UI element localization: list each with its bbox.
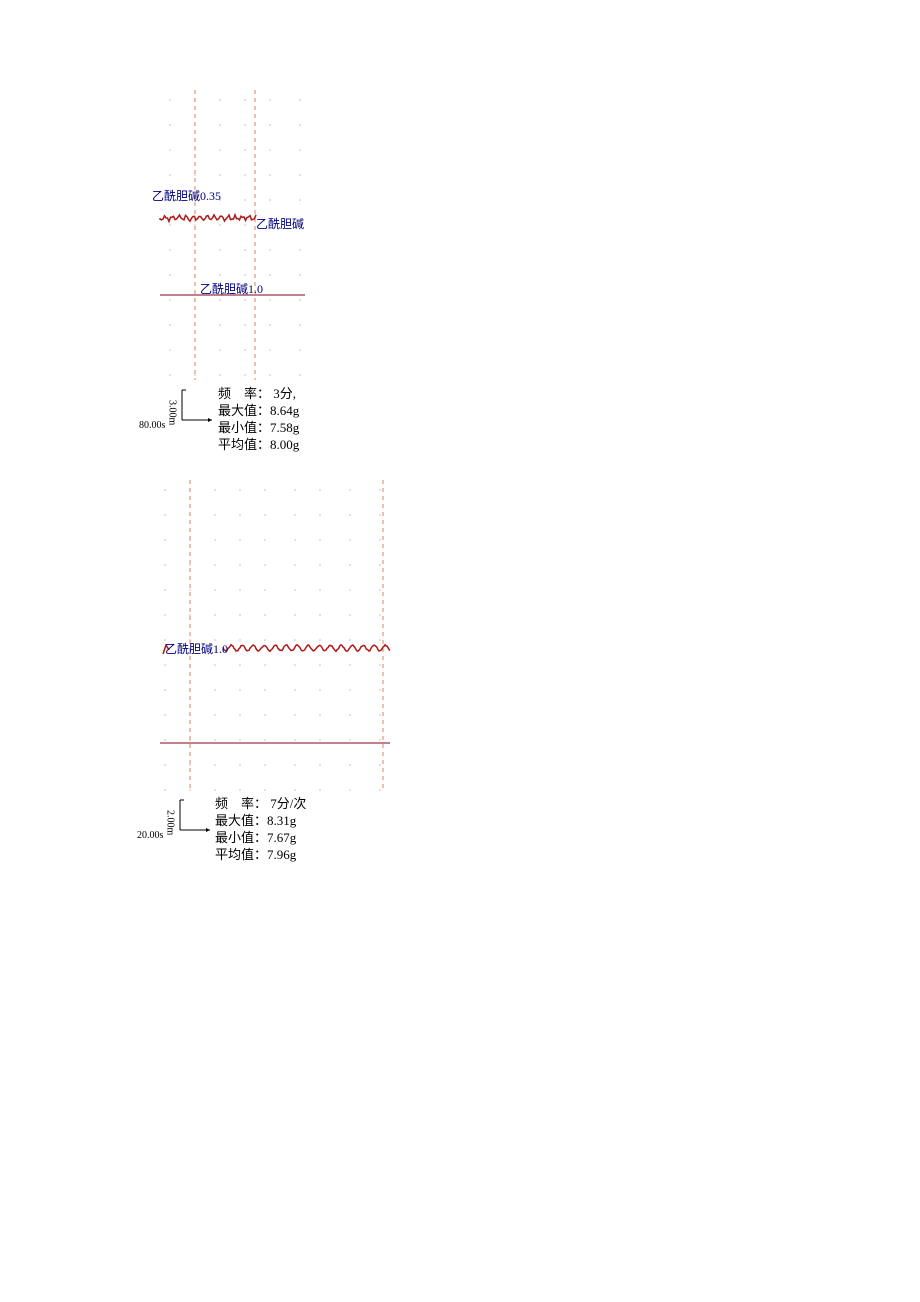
max-label: 最大值：: [218, 403, 270, 418]
avg-label: 平均值：: [215, 847, 267, 862]
max-row: 最大值：8.31g: [215, 813, 297, 828]
avg-row: 平均值：8.00g: [218, 437, 300, 452]
avg-value: 8.00g: [270, 437, 300, 452]
max-label: 最大值：: [215, 813, 267, 828]
max-value: 8.64g: [270, 403, 300, 418]
chart-2: 乙酰胆碱1.0 2.00m20.00s 频 率： 7分/次 最大值：8.31g …: [125, 480, 435, 920]
avg-row: 平均值：7.96g: [215, 847, 297, 862]
trace-label-2: 乙酰胆碱1.0: [200, 282, 263, 296]
max-row: 最大值：8.64g: [218, 403, 300, 418]
avg-label: 平均值：: [218, 437, 270, 452]
freq-value: 7分/次: [270, 796, 306, 811]
trace-label-1b: 乙酰胆碱: [256, 217, 304, 231]
min-row: 最小值：7.67g: [215, 830, 297, 845]
freq-label: 频 率：: [218, 386, 270, 401]
avg-value: 7.96g: [267, 847, 297, 862]
scale-x-label: 20.00s: [137, 830, 164, 841]
min-value: 7.58g: [270, 420, 300, 435]
scale-x-label: 80.00s: [139, 420, 166, 431]
freq-label: 频 率：: [215, 796, 267, 811]
chart-1: 乙酰胆碱0.35 乙酰胆碱乙酰胆碱1.0 3.00m80.00s 频 率： 3分,…: [130, 90, 370, 490]
min-label: 最小值：: [215, 830, 267, 845]
scale-y-label: 3.00m: [167, 400, 178, 426]
freq-row: 频 率： 3分,: [218, 386, 296, 401]
trace-label-1: 乙酰胆碱0.35: [152, 189, 221, 203]
freq-value: 3分,: [273, 386, 296, 401]
trace-label-1: 乙酰胆碱1.0: [165, 642, 228, 656]
max-value: 8.31g: [267, 813, 297, 828]
freq-row: 频 率： 7分/次: [215, 796, 306, 811]
min-value: 7.67g: [267, 830, 297, 845]
scale-y-label: 2.00m: [165, 810, 176, 836]
min-label: 最小值：: [218, 420, 270, 435]
min-row: 最小值：7.58g: [218, 420, 300, 435]
